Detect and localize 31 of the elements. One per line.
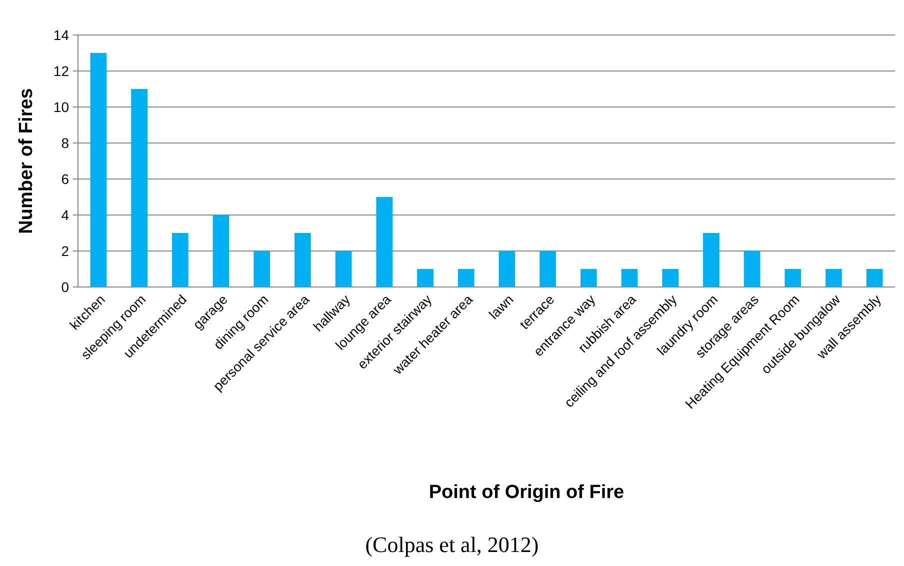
bar (172, 233, 188, 287)
y-tick-label: 4 (61, 206, 70, 223)
y-tick-label: 0 (61, 278, 70, 295)
y-axis-title: Number of Fires (16, 88, 37, 234)
bar (580, 269, 597, 287)
bar (784, 269, 802, 287)
bar (866, 269, 883, 287)
bar (254, 251, 270, 287)
bar (212, 215, 230, 287)
bar (376, 197, 393, 287)
bar (90, 53, 107, 287)
y-tick-label: 10 (53, 98, 70, 115)
bar (335, 251, 352, 287)
y-tick-label: 2 (61, 242, 70, 259)
bar (498, 251, 516, 287)
y-tick-label: 6 (61, 170, 70, 187)
bar (294, 233, 311, 287)
y-tick-label: 12 (53, 62, 70, 79)
bar (540, 251, 556, 287)
text: (Colpas et al, 2012) (365, 532, 539, 557)
y-tick-label: 14 (53, 26, 70, 43)
bar (826, 269, 842, 287)
y-tick-label: 8 (61, 134, 70, 151)
bar (458, 269, 474, 287)
bar (621, 269, 638, 287)
bar (662, 269, 678, 287)
bar (744, 251, 760, 287)
bar (703, 233, 720, 287)
bar (131, 89, 148, 287)
x-axis-title: Point of Origin of Fire (428, 482, 624, 503)
bar (417, 269, 434, 287)
